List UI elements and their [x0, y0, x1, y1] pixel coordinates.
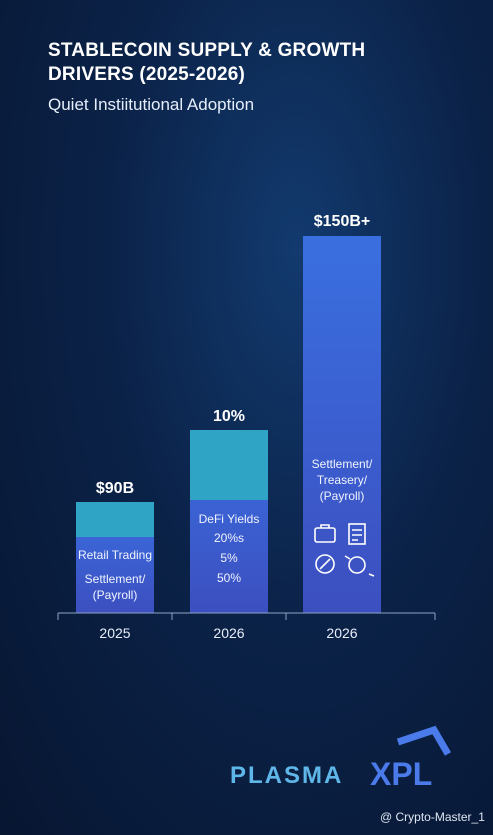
title-line: DRIVERS (2025-2026) [48, 64, 246, 85]
icons [314, 523, 375, 577]
logo-text: PLASMA [230, 762, 344, 789]
bar-text: Retail Trading [77, 548, 153, 562]
bar-segment [190, 430, 268, 500]
value-label: 10% [212, 408, 246, 425]
bar-text: (Payroll) [319, 489, 365, 503]
x-label: 2026 [213, 625, 245, 641]
value-label: $90B [95, 480, 135, 497]
bar-text: 50% [216, 571, 242, 585]
watermark: @ Crypto-Master_1 [380, 810, 485, 824]
bar-text: 5% [220, 551, 238, 565]
title-line: STABLECOIN SUPPLY & GROWTH [48, 40, 366, 61]
bar-text: (Payroll) [92, 588, 138, 602]
bar [76, 502, 154, 613]
logo-text: XPL [370, 756, 433, 792]
x-label: 2025 [99, 625, 131, 641]
bar [303, 236, 381, 613]
bar-segment [76, 502, 154, 537]
subtitle: Quiet Instiitutional Adoption [48, 95, 255, 114]
logo-mark [396, 725, 452, 756]
bar-text: DeFi Yields [198, 512, 260, 526]
bar-text: Treasery/ [316, 473, 368, 487]
bar [190, 430, 268, 613]
bar-text: Settlement/ [311, 457, 373, 471]
bar-text: 20%s [213, 531, 245, 545]
bar-text: Settlement/ [84, 572, 146, 586]
value-label: $150B+ [313, 213, 371, 230]
x-label: 2026 [326, 625, 358, 641]
ticks [57, 613, 436, 620]
